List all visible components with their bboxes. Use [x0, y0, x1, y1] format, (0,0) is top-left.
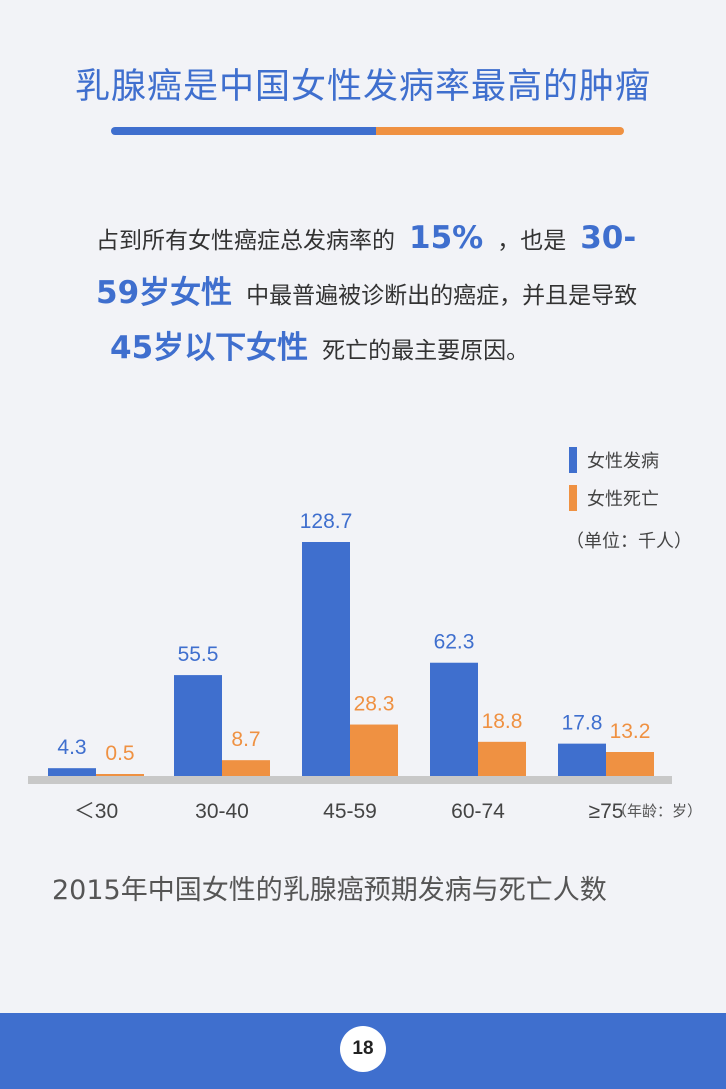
- x-axis-label: （年龄：岁）: [612, 802, 703, 820]
- legend-label-incidence: 女性发病: [587, 451, 659, 472]
- x-tick-label-3: 60-74: [451, 800, 505, 823]
- legend-item-incidence: 女性发病: [569, 441, 659, 479]
- bar-incidence-4: [558, 743, 606, 776]
- intro-paragraph: 占到所有女性癌症总发病率的 15% ，也是 30-59岁女性 中最普遍被诊断出的癌症，并…: [96, 212, 656, 377]
- title-underline-blue: [111, 127, 379, 135]
- highlight-percent: 15%: [409, 220, 484, 256]
- bar-death-3: [478, 741, 526, 776]
- chart-legend: 女性发病 女性死亡: [569, 441, 659, 517]
- data-label-death-2: 28.3: [354, 693, 395, 716]
- chart-caption: 2015年中国女性的乳腺癌预期发病与死亡人数: [52, 875, 607, 906]
- x-axis-line: [28, 776, 672, 784]
- unit-label: （单位：千人）: [566, 531, 692, 552]
- x-tick-label-4: ≥75: [589, 800, 624, 823]
- bar-death-0: [96, 774, 144, 776]
- bar-death-2: [350, 724, 398, 776]
- data-label-incidence-1: 55.5: [178, 643, 219, 666]
- data-label-incidence-2: 128.7: [300, 510, 353, 533]
- page-title: 乳腺癌是中国女性发病率最高的肿瘤: [74, 67, 651, 107]
- legend-item-death: 女性死亡: [569, 479, 659, 517]
- data-label-incidence-4: 17.8: [562, 712, 603, 735]
- x-tick-label-0: ＜30: [74, 800, 118, 823]
- x-tick-label-2: 45-59: [323, 800, 377, 823]
- title-underline-orange: [376, 127, 624, 135]
- paragraph-text-2: ，也是: [497, 228, 567, 254]
- data-label-death-0: 0.5: [105, 742, 134, 765]
- highlight-under-45: 45岁以下女性: [110, 330, 309, 366]
- legend-swatch-death: [569, 485, 577, 511]
- data-label-incidence-0: 4.3: [57, 736, 86, 759]
- x-tick-label-1: 30-40: [195, 800, 249, 823]
- bar-incidence-1: [174, 675, 222, 776]
- bar-chart: 4.3 0.5 ＜30 55.5 8.7 30-40 128.7 28.3 45-59 62.3 1…: [28, 510, 672, 823]
- bar-incidence-0: [48, 768, 96, 776]
- paragraph-text-4: 死亡的最主要原因。: [322, 338, 530, 364]
- highlight-age-range: 30-59岁女性: [96, 220, 637, 311]
- legend-label-death: 女性死亡: [587, 489, 659, 510]
- bar-incidence-2: [302, 542, 350, 776]
- data-label-incidence-3: 62.3: [434, 631, 475, 654]
- data-label-death-4: 13.2: [610, 720, 651, 743]
- bar-death-1: [222, 760, 270, 776]
- page-number: 18: [340, 1026, 386, 1072]
- data-label-death-3: 18.8: [482, 710, 523, 733]
- paragraph-text-3: 中最普遍被诊断出的癌症，并且是导致: [246, 283, 638, 309]
- legend-swatch-incidence: [569, 447, 577, 473]
- paragraph-text-1: 占到所有女性癌症总发病率的: [96, 228, 395, 254]
- bar-death-4: [606, 752, 654, 776]
- data-label-death-1: 8.7: [231, 728, 260, 751]
- bar-incidence-3: [430, 662, 478, 776]
